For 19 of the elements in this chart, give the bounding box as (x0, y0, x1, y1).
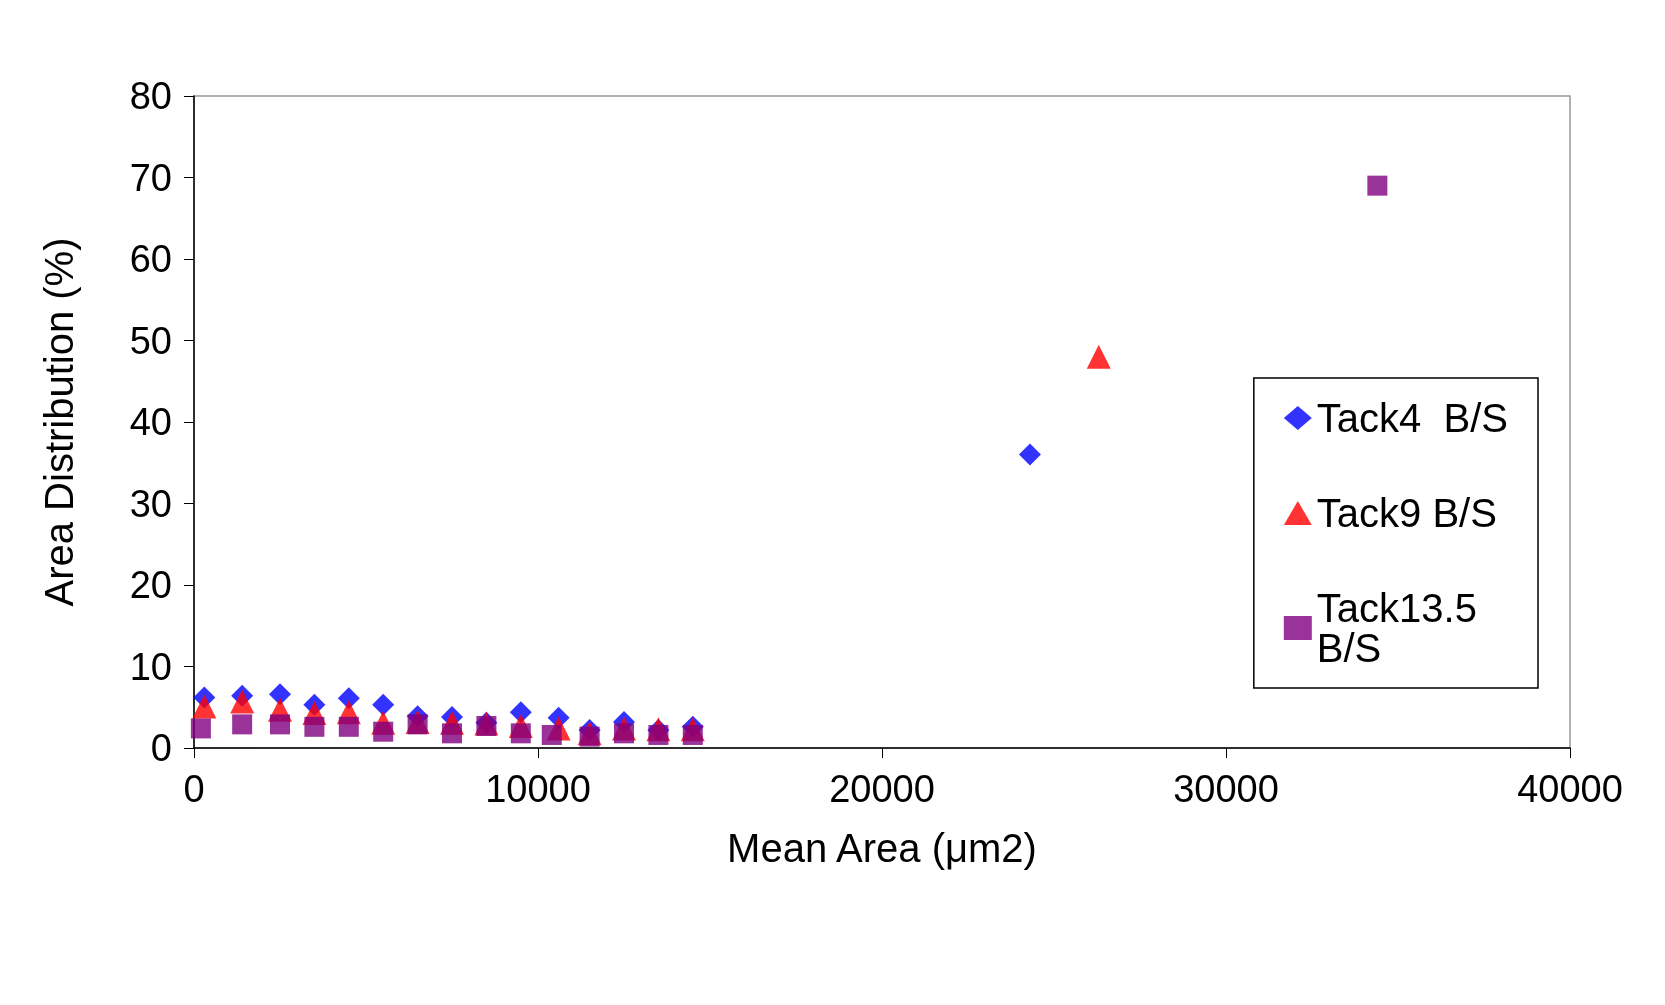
y-tick-label: 10 (129, 645, 172, 688)
legend-label: Tack13.5 B/S (1316, 586, 1489, 670)
y-tick-label: 30 (129, 482, 172, 525)
x-tick-label: 20000 (829, 768, 935, 810)
x-tick-label: 10000 (485, 768, 591, 810)
legend-label: Tack4 B/S (1316, 396, 1509, 440)
x-axis-title: Mean Area (μm2) (727, 826, 1037, 870)
x-tick-label: 40000 (1517, 768, 1623, 810)
x-tick-label: 30000 (1173, 768, 1279, 810)
y-tick-label: 20 (129, 564, 172, 606)
legend-label: Tack9 B/S (1316, 491, 1497, 535)
y-tick-label: 0 (150, 727, 172, 769)
y-tick-label: 60 (129, 238, 172, 280)
x-tick-label: 0 (183, 768, 205, 810)
y-tick-label: 80 (129, 75, 172, 117)
y-tick-label: 50 (129, 319, 172, 362)
y-axis-title: Area Distribution (%) (37, 237, 81, 607)
y-tick-label: 40 (129, 401, 172, 443)
y-tick-label: 70 (129, 156, 172, 199)
